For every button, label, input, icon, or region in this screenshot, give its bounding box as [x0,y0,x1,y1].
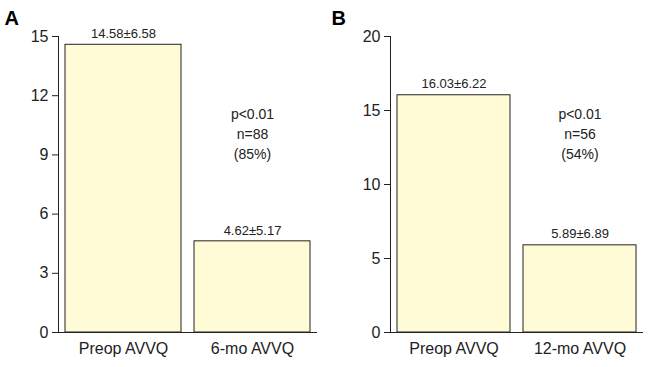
svg-text:15: 15 [363,102,381,119]
svg-text:(54%): (54%) [561,146,598,162]
svg-text:p<0.01: p<0.01 [231,106,274,122]
svg-text:16.03±6.22: 16.03±6.22 [422,76,487,91]
svg-text:Preop AVVQ: Preop AVVQ [409,340,499,357]
svg-text:14.58±6.58: 14.58±6.58 [91,26,156,41]
svg-text:6-mo AVVQ: 6-mo AVVQ [211,340,294,357]
svg-text:12: 12 [31,87,49,104]
svg-text:5.89±6.89: 5.89±6.89 [551,226,609,241]
svg-text:10: 10 [363,176,381,193]
svg-text:4.62±5.17: 4.62±5.17 [224,222,282,237]
svg-text:n=88: n=88 [237,126,269,142]
svg-text:9: 9 [40,146,49,163]
svg-text:20: 20 [363,28,381,45]
svg-text:15: 15 [31,28,49,45]
svg-text:A: A [5,7,19,29]
svg-text:B: B [332,7,346,29]
svg-text:p<0.01: p<0.01 [558,106,601,122]
svg-text:5: 5 [372,250,381,267]
svg-text:0: 0 [372,324,381,341]
svg-text:12-mo AVVQ: 12-mo AVVQ [534,340,626,357]
svg-text:0: 0 [40,324,49,341]
svg-text:n=56: n=56 [564,126,596,142]
svg-text:Preop AVVQ: Preop AVVQ [79,340,169,357]
svg-text:3: 3 [40,264,49,281]
svg-text:(85%): (85%) [234,146,271,162]
svg-text:6: 6 [40,205,49,222]
